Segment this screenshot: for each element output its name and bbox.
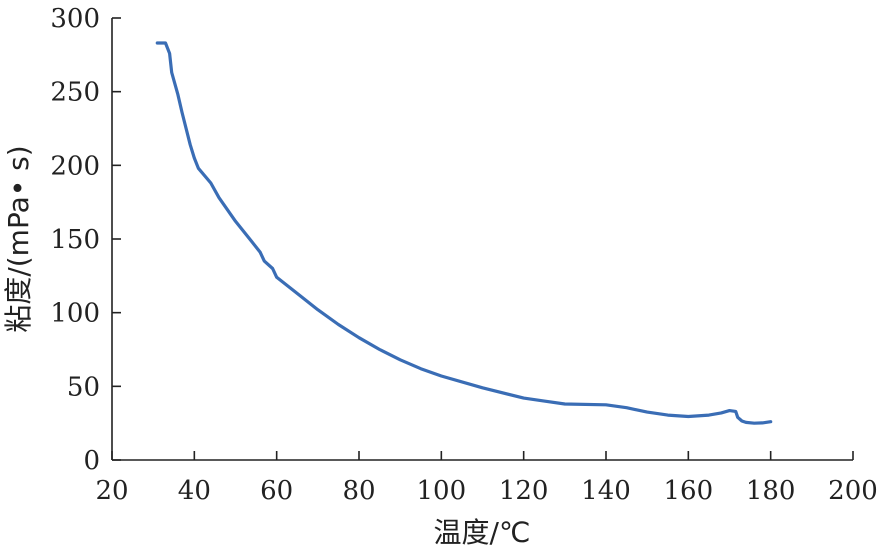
y-tick-label: 50 [67,372,100,402]
x-tick-label: 40 [178,476,211,506]
y-tick-label: 100 [50,299,100,329]
x-tick-label: 120 [499,476,549,506]
x-tick-label: 200 [828,476,878,506]
y-tick-label: 150 [50,225,100,255]
x-tick-label: 20 [95,476,128,506]
x-axis-ticks: 20 40 60 80 100 120 140 160 180 200 [95,451,878,506]
y-tick-label: 0 [83,446,100,476]
y-tick-label: 200 [50,151,100,181]
x-tick-label: 140 [581,476,631,506]
x-tick-label: 180 [746,476,796,506]
x-tick-label: 60 [260,476,293,506]
y-tick-label: 300 [50,4,100,34]
viscosity-series-line [155,41,773,425]
x-tick-label: 80 [342,476,375,506]
x-axis-title: 温度/℃ [434,516,531,549]
y-tick-label: 250 [50,78,100,108]
x-tick-label: 160 [664,476,714,506]
y-axis-title: 粘度/(mPa• s) [2,145,35,332]
series-layer [155,41,773,425]
y-axis-ticks: 0 50 100 150 200 250 300 [50,4,121,476]
x-tick-label: 100 [417,476,467,506]
